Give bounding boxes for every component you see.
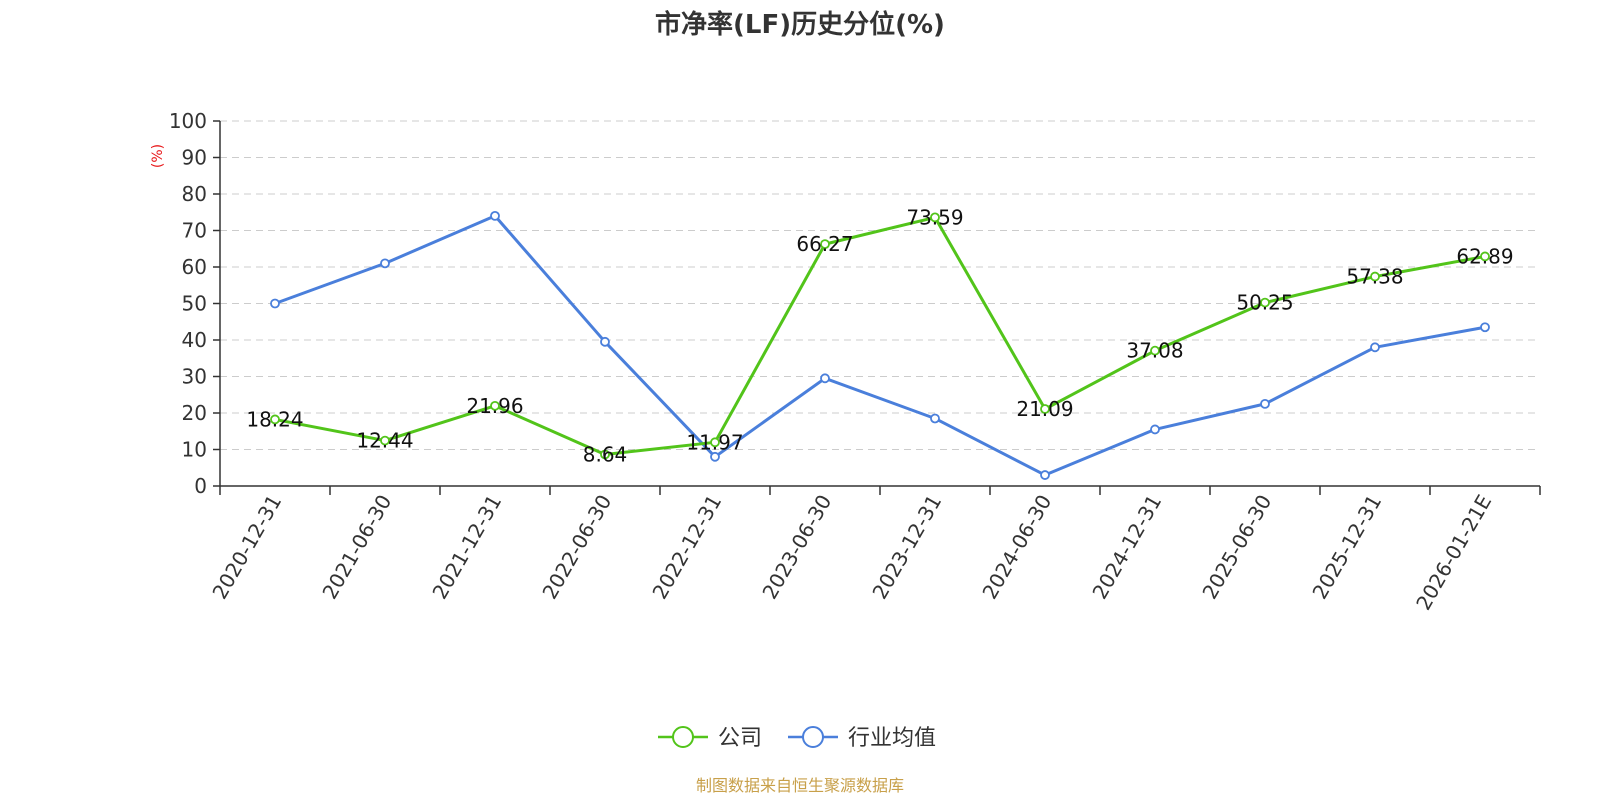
y-tick-label: 60 <box>182 255 207 279</box>
data-point-company[interactable] <box>1150 345 1160 356</box>
y-axis-label: (%) <box>150 144 166 168</box>
data-point-company[interactable] <box>1480 251 1490 262</box>
data-label: 8.64 <box>583 442 628 466</box>
data-point-company[interactable] <box>490 400 500 411</box>
legend-marker-industry <box>802 726 824 748</box>
data-point-industry[interactable] <box>1150 424 1160 435</box>
x-tick-label: 2021-06-30 <box>317 491 396 604</box>
x-tick-label: 2024-06-30 <box>977 491 1056 604</box>
data-point-industry[interactable] <box>1480 322 1490 333</box>
data-point-industry[interactable] <box>930 413 940 424</box>
data-point-company[interactable] <box>1260 297 1270 308</box>
x-tick-label: 2025-06-30 <box>1197 491 1276 604</box>
y-tick-label: 10 <box>182 438 207 462</box>
legend-label-industry: 行业均值 <box>848 726 936 751</box>
data-point-company[interactable] <box>270 414 280 425</box>
data-labels: 18.24 12.44 21.96 8.64 11.97 66.27 73.59 21.09 3… <box>246 205 1513 466</box>
x-tick-label: 2025-12-31 <box>1307 491 1386 604</box>
y-tick-label: 90 <box>182 146 207 170</box>
y-tick-label: 70 <box>182 219 207 243</box>
data-point-industry[interactable] <box>710 451 720 462</box>
series-layer <box>270 210 1490 480</box>
y-tick-label: 80 <box>182 182 207 206</box>
data-label: 21.09 <box>1016 397 1073 421</box>
x-tick-label: 2021-12-31 <box>427 491 506 604</box>
series-line-industry <box>274 214 1486 477</box>
data-point-industry[interactable] <box>490 210 500 221</box>
y-tick-label: 20 <box>182 401 207 425</box>
data-point-company[interactable] <box>1040 404 1050 414</box>
data-point-industry[interactable] <box>270 298 280 309</box>
x-tick-label: 2023-12-31 <box>867 491 946 604</box>
data-label: 21.96 <box>466 394 523 418</box>
y-tick-label: 100 <box>169 109 207 133</box>
x-tick-label: 2023-06-30 <box>757 491 836 604</box>
data-point-company[interactable] <box>820 239 830 250</box>
x-tick-label: 2020-12-31 <box>207 491 286 604</box>
legend-label-company: 公司 <box>718 726 762 751</box>
data-point-company[interactable] <box>930 212 940 223</box>
axes: 0 10 20 30 40 50 60 70 80 90 100 2020-12-31 2021-06-… <box>169 109 1541 615</box>
data-point-industry[interactable] <box>380 258 390 269</box>
data-point-company[interactable] <box>600 449 610 460</box>
y-tick-label: 30 <box>182 365 207 389</box>
y-tick-label: 0 <box>194 474 207 498</box>
data-point-industry[interactable] <box>1260 398 1270 409</box>
x-tick-label: 2022-06-30 <box>537 491 616 604</box>
data-point-company[interactable] <box>380 435 390 446</box>
source-note: 制图数据来自恒生聚源数据库 <box>696 776 904 795</box>
legend-item-industry[interactable]: 行业均值 <box>788 726 936 751</box>
data-point-industry[interactable] <box>1040 470 1050 480</box>
data-label: 11.97 <box>686 430 743 454</box>
data-label: 18.24 <box>246 407 303 431</box>
data-label: 37.08 <box>1126 339 1183 363</box>
data-point-industry[interactable] <box>600 336 610 347</box>
series-line-company <box>274 215 1486 456</box>
data-point-industry[interactable] <box>1370 342 1380 353</box>
y-tick-label: 40 <box>182 328 207 352</box>
data-label: 73.59 <box>906 205 963 229</box>
data-point-industry[interactable] <box>820 373 830 384</box>
data-label: 12.44 <box>356 429 413 453</box>
data-label: 62.89 <box>1456 244 1513 268</box>
x-tick-label: 2022-12-31 <box>647 491 726 604</box>
data-point-company[interactable] <box>710 437 720 448</box>
data-label: 57.38 <box>1346 265 1403 289</box>
x-tick-label: 2026-01-21E <box>1411 491 1496 615</box>
legend[interactable]: 公司 行业均值 <box>658 726 936 751</box>
data-point-company[interactable] <box>1370 271 1380 282</box>
data-label: 66.27 <box>796 232 853 256</box>
legend-item-company[interactable]: 公司 <box>658 726 762 751</box>
chart-title: 市净率(LF)历史分位(%) <box>655 9 945 40</box>
legend-marker-company <box>672 726 694 748</box>
x-tick-label: 2024-12-31 <box>1087 491 1166 604</box>
data-label: 50.25 <box>1236 291 1293 315</box>
y-tick-label: 50 <box>182 292 207 316</box>
